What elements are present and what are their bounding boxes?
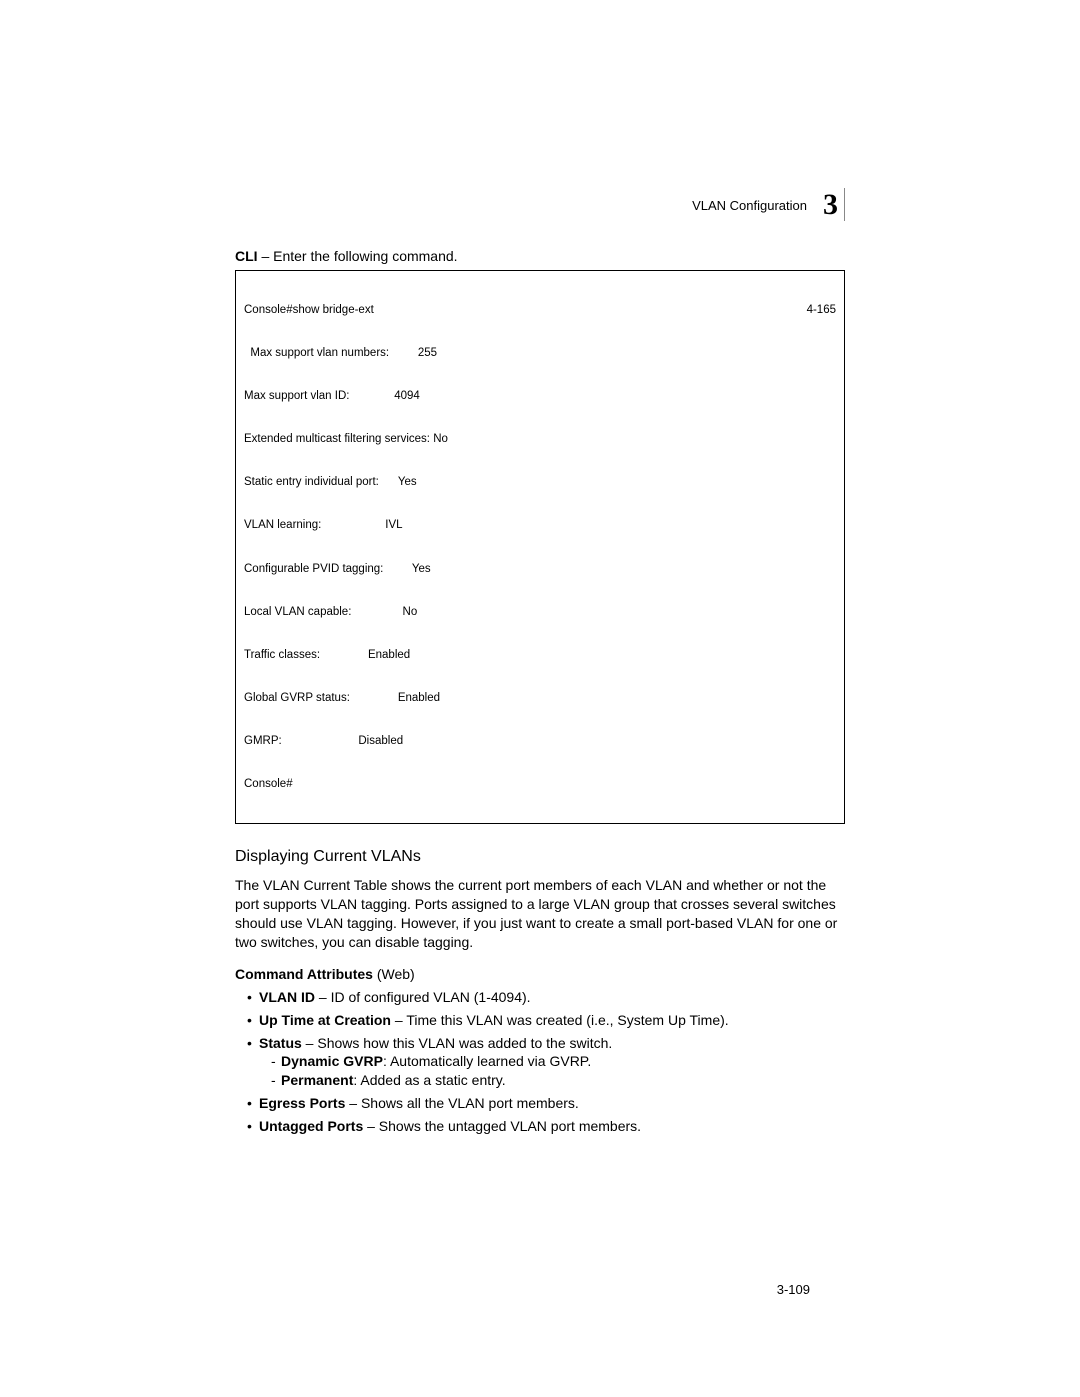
console-first-row: Console#show bridge-ext 4-165: [244, 303, 836, 317]
sub-list-item: Permanent: Added as a static entry.: [271, 1071, 845, 1090]
list-item-bold: Untagged Ports: [259, 1118, 363, 1134]
console-output: Console#show bridge-ext 4-165 Max suppor…: [235, 270, 845, 824]
sub-item-bold: Dynamic GVRP: [281, 1053, 383, 1069]
console-line: Extended multicast filtering services: N…: [244, 432, 836, 446]
console-first-left: Console#show bridge-ext: [244, 303, 374, 317]
cli-intro: CLI – Enter the following command.: [235, 248, 845, 264]
console-first-right: 4-165: [807, 303, 836, 317]
list-item-bold: Status: [259, 1035, 302, 1051]
sub-item-bold: Permanent: [281, 1072, 353, 1088]
sub-list: Dynamic GVRP: Automatically learned via …: [259, 1052, 845, 1090]
page-number: 3-109: [777, 1282, 810, 1297]
list-item-bold: Egress Ports: [259, 1095, 345, 1111]
sub-item-rest: : Automatically learned via GVRP.: [383, 1053, 591, 1069]
command-attributes-heading: Command Attributes (Web): [235, 966, 845, 982]
chapter-number-box: 3: [819, 190, 845, 220]
list-item: Egress Ports – Shows all the VLAN port m…: [247, 1094, 845, 1113]
list-item-bold: Up Time at Creation: [259, 1012, 391, 1028]
console-line: Local VLAN capable: No: [244, 605, 836, 619]
console-line: Traffic classes: Enabled: [244, 648, 836, 662]
cmd-attr-rest: (Web): [373, 966, 415, 982]
cmd-attr-bold: Command Attributes: [235, 966, 373, 982]
list-item-rest: – Shows how this VLAN was added to the s…: [302, 1035, 613, 1051]
console-line: Static entry individual port: Yes: [244, 475, 836, 489]
console-line: Max support vlan ID: 4094: [244, 389, 836, 403]
list-item-rest: – Shows all the VLAN port members.: [345, 1095, 578, 1111]
list-item: Untagged Ports – Shows the untagged VLAN…: [247, 1117, 845, 1136]
list-item-rest: – Shows the untagged VLAN port members.: [363, 1118, 641, 1134]
list-item-bold: VLAN ID: [259, 989, 315, 1005]
list-item: Up Time at Creation – Time this VLAN was…: [247, 1011, 845, 1030]
header-section-label: VLAN Configuration: [692, 198, 807, 213]
list-item: VLAN ID – ID of configured VLAN (1-4094)…: [247, 988, 845, 1007]
list-item-rest: – Time this VLAN was created (i.e., Syst…: [391, 1012, 729, 1028]
console-line: Max support vlan numbers: 255: [244, 346, 836, 360]
console-line: GMRP: Disabled: [244, 734, 836, 748]
body-paragraph: The VLAN Current Table shows the current…: [235, 876, 845, 952]
console-line: Console#: [244, 777, 836, 791]
cli-intro-bold: CLI: [235, 248, 258, 264]
console-line: Global GVRP status: Enabled: [244, 691, 836, 705]
list-item: Status – Shows how this VLAN was added t…: [247, 1034, 845, 1091]
chapter-number: 3: [819, 188, 845, 221]
sub-item-rest: : Added as a static entry.: [353, 1072, 505, 1088]
sub-list-item: Dynamic GVRP: Automatically learned via …: [271, 1052, 845, 1071]
attribute-list: VLAN ID – ID of configured VLAN (1-4094)…: [235, 988, 845, 1136]
page-header: VLAN Configuration 3: [235, 190, 845, 220]
console-line: VLAN learning: IVL: [244, 518, 836, 532]
list-item-rest: – ID of configured VLAN (1-4094).: [315, 989, 531, 1005]
page-content: VLAN Configuration 3 CLI – Enter the fol…: [0, 0, 1080, 1136]
section-title: Displaying Current VLANs: [235, 848, 845, 866]
cli-intro-rest: – Enter the following command.: [258, 248, 458, 264]
console-line: Configurable PVID tagging: Yes: [244, 562, 836, 576]
